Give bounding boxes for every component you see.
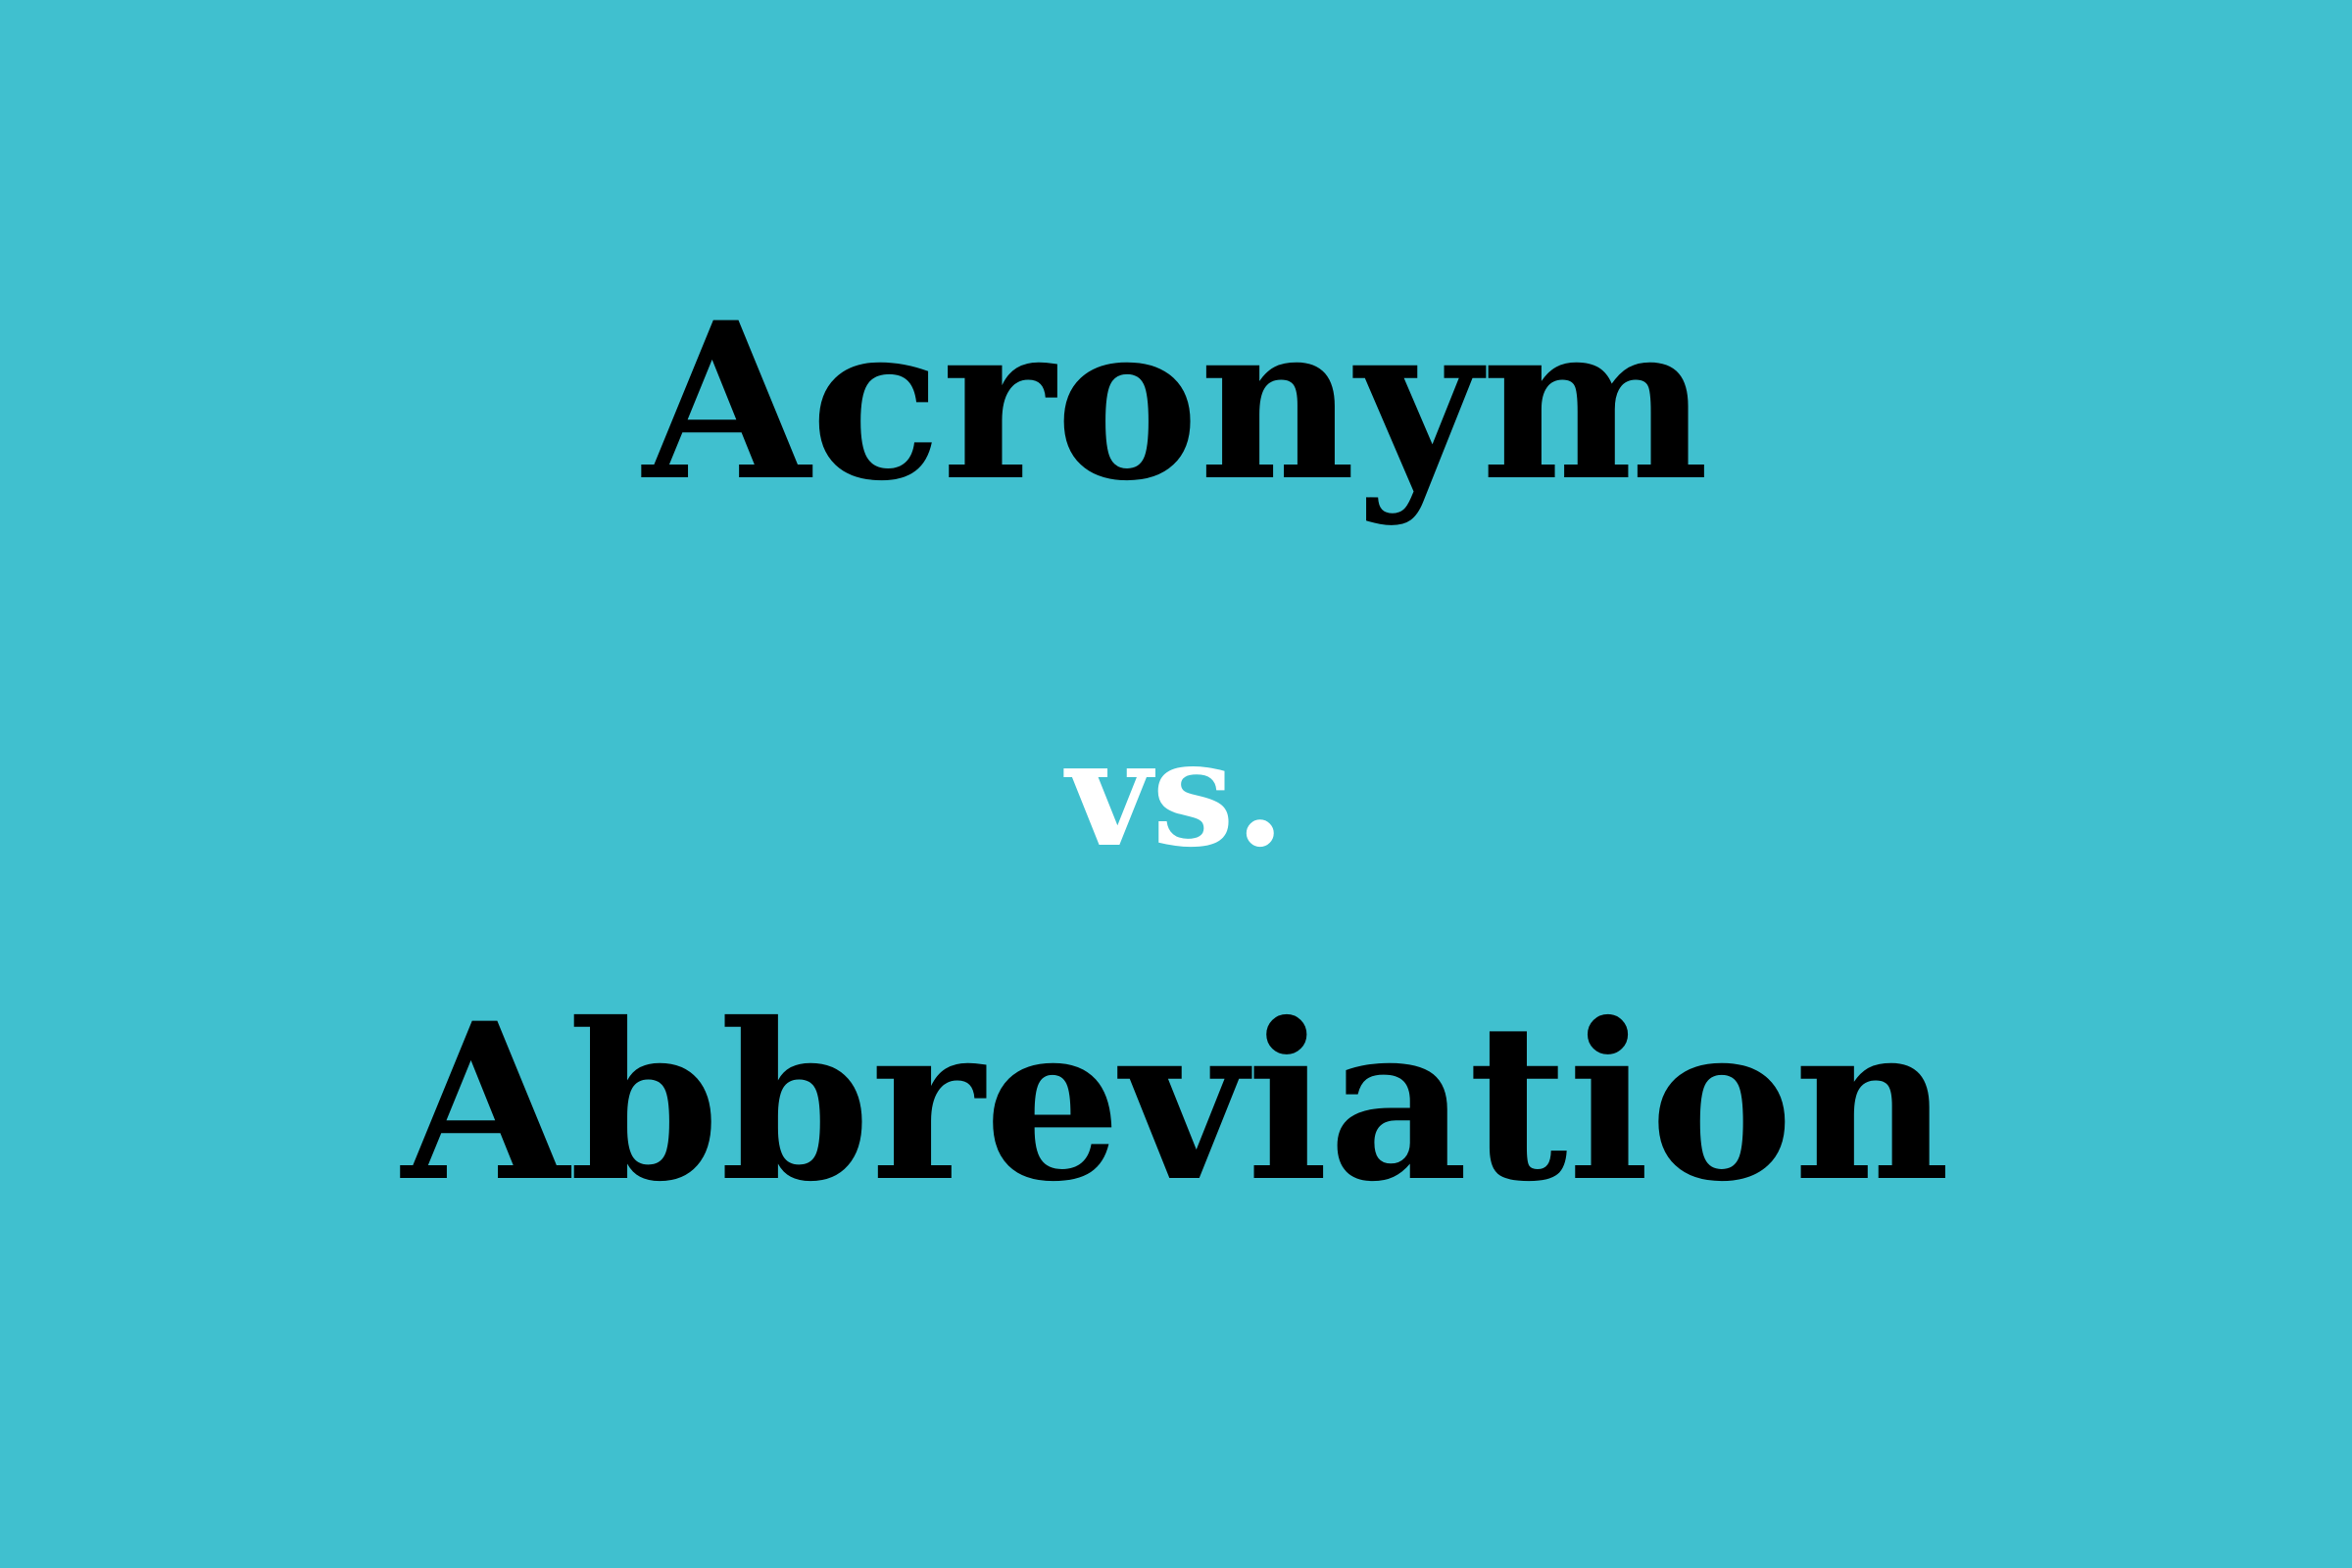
second-term-heading: Abbreviation [401, 975, 1951, 1229]
versus-separator: vs. [1066, 708, 1286, 880]
first-term-heading: Acronym [643, 274, 1709, 528]
